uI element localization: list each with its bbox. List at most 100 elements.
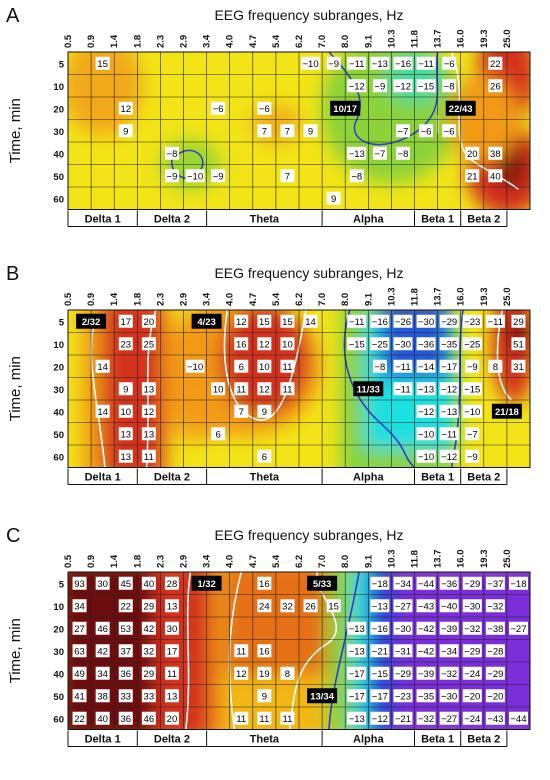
x-tick-label: 4.0 xyxy=(225,293,236,306)
cell-value: −29 xyxy=(441,317,457,328)
x-tick-label: 16.0 xyxy=(456,550,467,569)
cell-value-box xyxy=(185,359,205,373)
cell-value-box xyxy=(416,404,436,418)
cell-value: 40 xyxy=(490,171,501,182)
cell-value-box xyxy=(347,666,367,680)
cell-value: 31 xyxy=(513,362,524,373)
cell-value: 13 xyxy=(120,452,131,463)
cell-value-box xyxy=(72,689,87,703)
cell-value-box xyxy=(280,314,295,328)
y-tick-label: 40 xyxy=(53,149,64,160)
cell-value: −17 xyxy=(349,691,365,702)
cell-value-box xyxy=(95,359,110,373)
cell-value: −29 xyxy=(464,579,480,590)
cell-value: −29 xyxy=(487,669,503,680)
cell-value: −12 xyxy=(441,384,457,395)
cell-value-box xyxy=(370,666,390,680)
cell-value: −44 xyxy=(418,579,434,590)
cell-value-box xyxy=(257,449,272,463)
ratio-label-box xyxy=(76,313,107,329)
cell-value-box xyxy=(393,689,413,703)
cell-value: −15 xyxy=(418,81,434,92)
grid-lines xyxy=(67,51,531,210)
cell-value-box xyxy=(347,337,367,351)
cell-value: 8 xyxy=(285,669,290,680)
cell-value-box xyxy=(439,576,459,590)
cell-value-box xyxy=(72,644,87,658)
y-tick-label: 10 xyxy=(53,602,64,613)
grid-lines xyxy=(67,571,531,730)
cell-value-box xyxy=(72,711,87,725)
x-tick-label: 7.0 xyxy=(317,555,328,568)
cell-value: 13 xyxy=(120,429,131,440)
cell-value: 36 xyxy=(120,669,131,680)
y-axis-label: Time, min xyxy=(7,618,24,683)
cell-value: −11 xyxy=(349,59,364,70)
cell-value: −43 xyxy=(487,714,503,725)
cell-value-box xyxy=(141,449,156,463)
cell-value-box xyxy=(234,359,249,373)
cell-value: 13 xyxy=(144,429,155,440)
y-tick-label: 30 xyxy=(53,385,64,396)
heatmap-field xyxy=(68,52,530,210)
x-tick-label: 13.7 xyxy=(433,288,444,307)
cell-value-box xyxy=(439,427,459,441)
cell-value: −40 xyxy=(441,601,457,612)
y-tick-label: 5 xyxy=(59,59,65,70)
cell-value: −8 xyxy=(351,171,362,182)
band-label: Beta 1 xyxy=(421,214,454,226)
panel-c: C EEG frequency subranges, Hz 0.5 0.9 1.4 1.8… xyxy=(6,525,531,747)
cell-value: 14 xyxy=(97,407,108,418)
x-tick-label: 3.4 xyxy=(202,292,213,306)
cell-value: −23 xyxy=(464,317,480,328)
cell-value: −12 xyxy=(395,81,411,92)
x-tick-label: 3.4 xyxy=(202,34,213,48)
cell-value-box xyxy=(280,382,295,396)
cell-value: 29 xyxy=(144,601,155,612)
x-tick-label: 0.9 xyxy=(86,35,97,48)
cell-value: 11 xyxy=(283,362,293,373)
cell-value: −15 xyxy=(464,384,480,395)
x-tick-label: 5.4 xyxy=(271,292,282,306)
cell-value: 46 xyxy=(97,624,108,635)
cell-value: −44 xyxy=(510,714,526,725)
cell-value-box xyxy=(416,449,436,463)
cell-value-box xyxy=(257,124,272,138)
cell-value: 7 xyxy=(285,171,290,182)
cell-value-box xyxy=(416,79,436,93)
x-tick-label: 19.3 xyxy=(479,550,490,569)
cell-value: 37 xyxy=(120,646,131,657)
cell-value: −16 xyxy=(372,317,388,328)
cell-value: 13 xyxy=(144,384,155,395)
cell-value-box xyxy=(416,666,436,680)
cell-value: −27 xyxy=(510,624,526,635)
x-tick-label: 7.0 xyxy=(317,293,328,306)
x-tick-label: 11.8 xyxy=(410,30,421,48)
y-tick-label: 30 xyxy=(53,127,64,138)
ratio-label: 22/43 xyxy=(449,104,473,115)
cell-value-box xyxy=(164,146,179,160)
cell-value: −11 xyxy=(395,362,410,373)
cell-value: −26 xyxy=(395,317,411,328)
cell-value: −32 xyxy=(418,714,434,725)
panel-letter: A xyxy=(6,5,20,27)
cell-value-box xyxy=(141,621,156,635)
x-tick-label: 19.3 xyxy=(479,30,490,49)
cell-value-box xyxy=(257,689,272,703)
cell-value-box xyxy=(370,689,390,703)
cell-value: 9 xyxy=(262,407,267,418)
cell-value-box xyxy=(370,644,390,658)
cell-value: −21 xyxy=(372,646,388,657)
cell-value: 17 xyxy=(120,317,131,328)
cell-value: −12 xyxy=(349,81,365,92)
cell-value: −11 xyxy=(441,429,456,440)
ratio-label-box xyxy=(445,100,476,116)
cell-value-box xyxy=(416,599,436,613)
ratio-label: 10/17 xyxy=(333,104,357,115)
cell-value-box xyxy=(234,404,249,418)
y-tick-label: 50 xyxy=(53,692,64,703)
cell-value-box xyxy=(439,689,459,703)
cell-value-box xyxy=(141,314,156,328)
cell-value: 21 xyxy=(467,171,478,182)
cell-value: 28 xyxy=(167,579,178,590)
